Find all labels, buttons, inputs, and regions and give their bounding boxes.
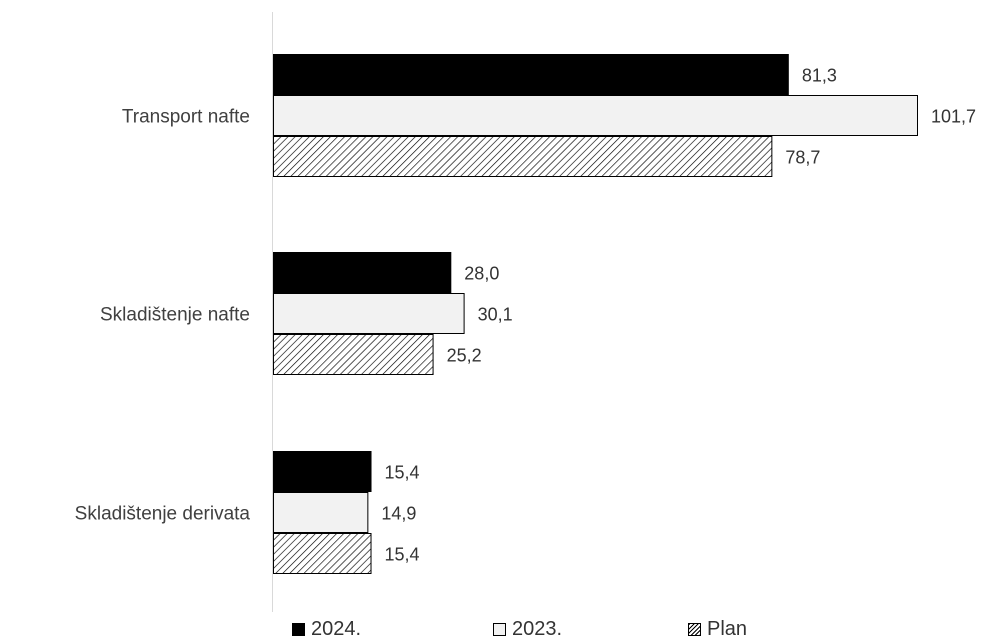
bars-group: 81,3 101,7 78,7 28,0 30,1 25,2 15,4 14,9 15,4: [273, 54, 976, 574]
category-label-transport-nafte: Transport nafte: [122, 107, 250, 128]
legend-label-2023: 2023.: [512, 618, 563, 640]
data-label-skladi-tenje-nafte-2024: 28,0: [464, 264, 499, 284]
data-label-transport-nafte-plan: 78,7: [785, 148, 820, 168]
bar-skladi-tenje-nafte-2024: [273, 252, 452, 293]
legend-item-2024: 2024.: [292, 618, 361, 641]
bar-transport-nafte-plan: [273, 136, 773, 177]
data-label-transport-nafte-2023: 101,7: [931, 107, 976, 127]
bar-transport-nafte-2024: [273, 54, 789, 95]
data-label-skladi-tenje-derivata-2023: 14,9: [381, 504, 416, 524]
legend-swatch-2023: [493, 623, 506, 636]
legend-label-2024: 2024.: [311, 618, 362, 640]
category-label-skladi-tenje-derivata: Skladištenje derivata: [75, 504, 251, 525]
bar-skladi-tenje-derivata-plan: [273, 533, 372, 574]
data-label-skladi-tenje-nafte-plan: 25,2: [447, 346, 482, 366]
legend-label-plan: Plan: [707, 618, 748, 640]
bar-skladi-tenje-nafte-2023: [273, 293, 465, 334]
legend-item-plan: Plan: [688, 618, 747, 641]
bar-skladi-tenje-derivata-2023: [273, 492, 369, 533]
bar-skladi-tenje-derivata-2024: [273, 451, 372, 492]
bar-skladi-tenje-nafte-plan: [273, 334, 434, 375]
bar-chart: 81,3 101,7 78,7 28,0 30,1 25,2 15,4 14,9 15,4 Tr…: [75, 12, 976, 612]
legend: 2024. 2023. Plan: [0, 614, 995, 644]
bar-transport-nafte-2023: [273, 95, 918, 136]
legend-item-2023: 2023.: [493, 618, 562, 641]
data-label-transport-nafte-2024: 81,3: [802, 66, 837, 86]
data-label-skladi-tenje-nafte-2023: 30,1: [478, 305, 513, 325]
data-label-skladi-tenje-derivata-2024: 15,4: [385, 463, 420, 483]
category-label-skladi-tenje-nafte: Skladištenje nafte: [100, 305, 250, 326]
data-label-skladi-tenje-derivata-plan: 15,4: [385, 545, 420, 565]
legend-swatch-plan: [688, 623, 701, 636]
legend-swatch-2024: [292, 623, 305, 636]
